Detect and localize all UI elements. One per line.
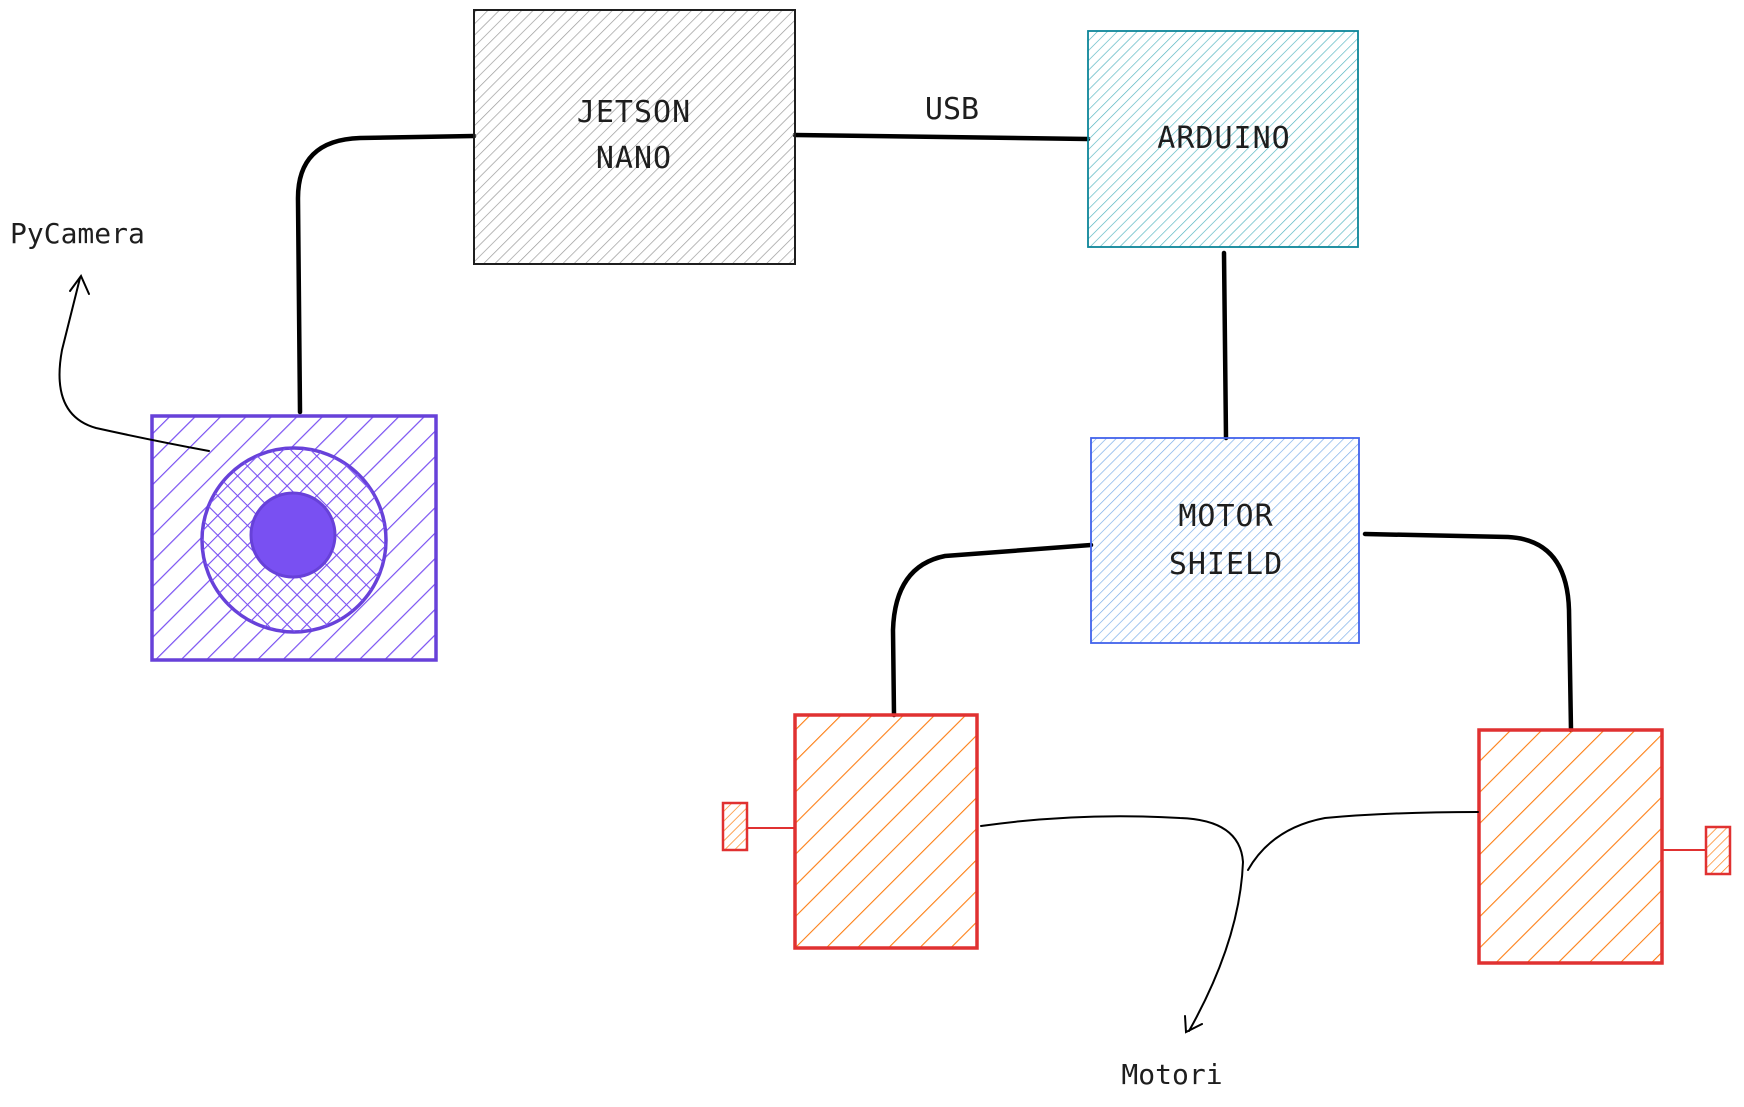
- annotation-pycamera: PyCamera: [10, 217, 145, 250]
- arduino-box[interactable]: ARDUINO: [1087, 30, 1359, 248]
- arrow-pycamera: [58, 274, 210, 452]
- camera-lens-icon: [249, 491, 337, 579]
- wire-shield-right-motor: [1362, 531, 1574, 733]
- edge-label-usb: USB: [925, 92, 979, 127]
- motor-shield-label-line2: SHIELD: [1169, 547, 1283, 582]
- motor-right-shaft: [1704, 825, 1732, 876]
- annotation-motori: Motori: [1121, 1058, 1222, 1091]
- motor-left-shaft: [721, 801, 749, 852]
- wires: [295, 132, 1574, 733]
- motor-shield-box[interactable]: MOTOR SHIELD: [1090, 437, 1360, 644]
- wire-camera-jetson: [295, 133, 477, 415]
- arrow-motori-from-left: [980, 815, 1245, 1032]
- jetson-nano-label-line1: JETSON: [577, 95, 691, 130]
- jetson-nano-box-body: [473, 9, 796, 265]
- arrow-motori: [980, 811, 1479, 1034]
- motor-shield-label-line1: MOTOR: [1178, 499, 1273, 534]
- motor-shield-box-body: [1090, 437, 1360, 644]
- arrowhead-motori: [1184, 1015, 1203, 1034]
- motor-right-body: [1477, 728, 1664, 965]
- arduino-label: ARDUINO: [1157, 121, 1290, 156]
- camera-module[interactable]: [150, 414, 438, 662]
- motor-left-body: [793, 713, 979, 950]
- motor-right[interactable]: [1477, 728, 1732, 965]
- arduino-box-body: [1087, 30, 1359, 248]
- jetson-nano-box[interactable]: JETSON NANO: [473, 9, 796, 265]
- arrow-motori-from-right: [1247, 811, 1479, 871]
- wire-jetson-arduino: [792, 132, 1091, 142]
- arrowhead-pycamera: [69, 274, 90, 295]
- jetson-nano-label-line2: NANO: [596, 141, 672, 176]
- wire-arduino-shield: [1221, 250, 1229, 441]
- wire-shield-left-motor: [890, 542, 1094, 718]
- motor-left[interactable]: [721, 713, 979, 950]
